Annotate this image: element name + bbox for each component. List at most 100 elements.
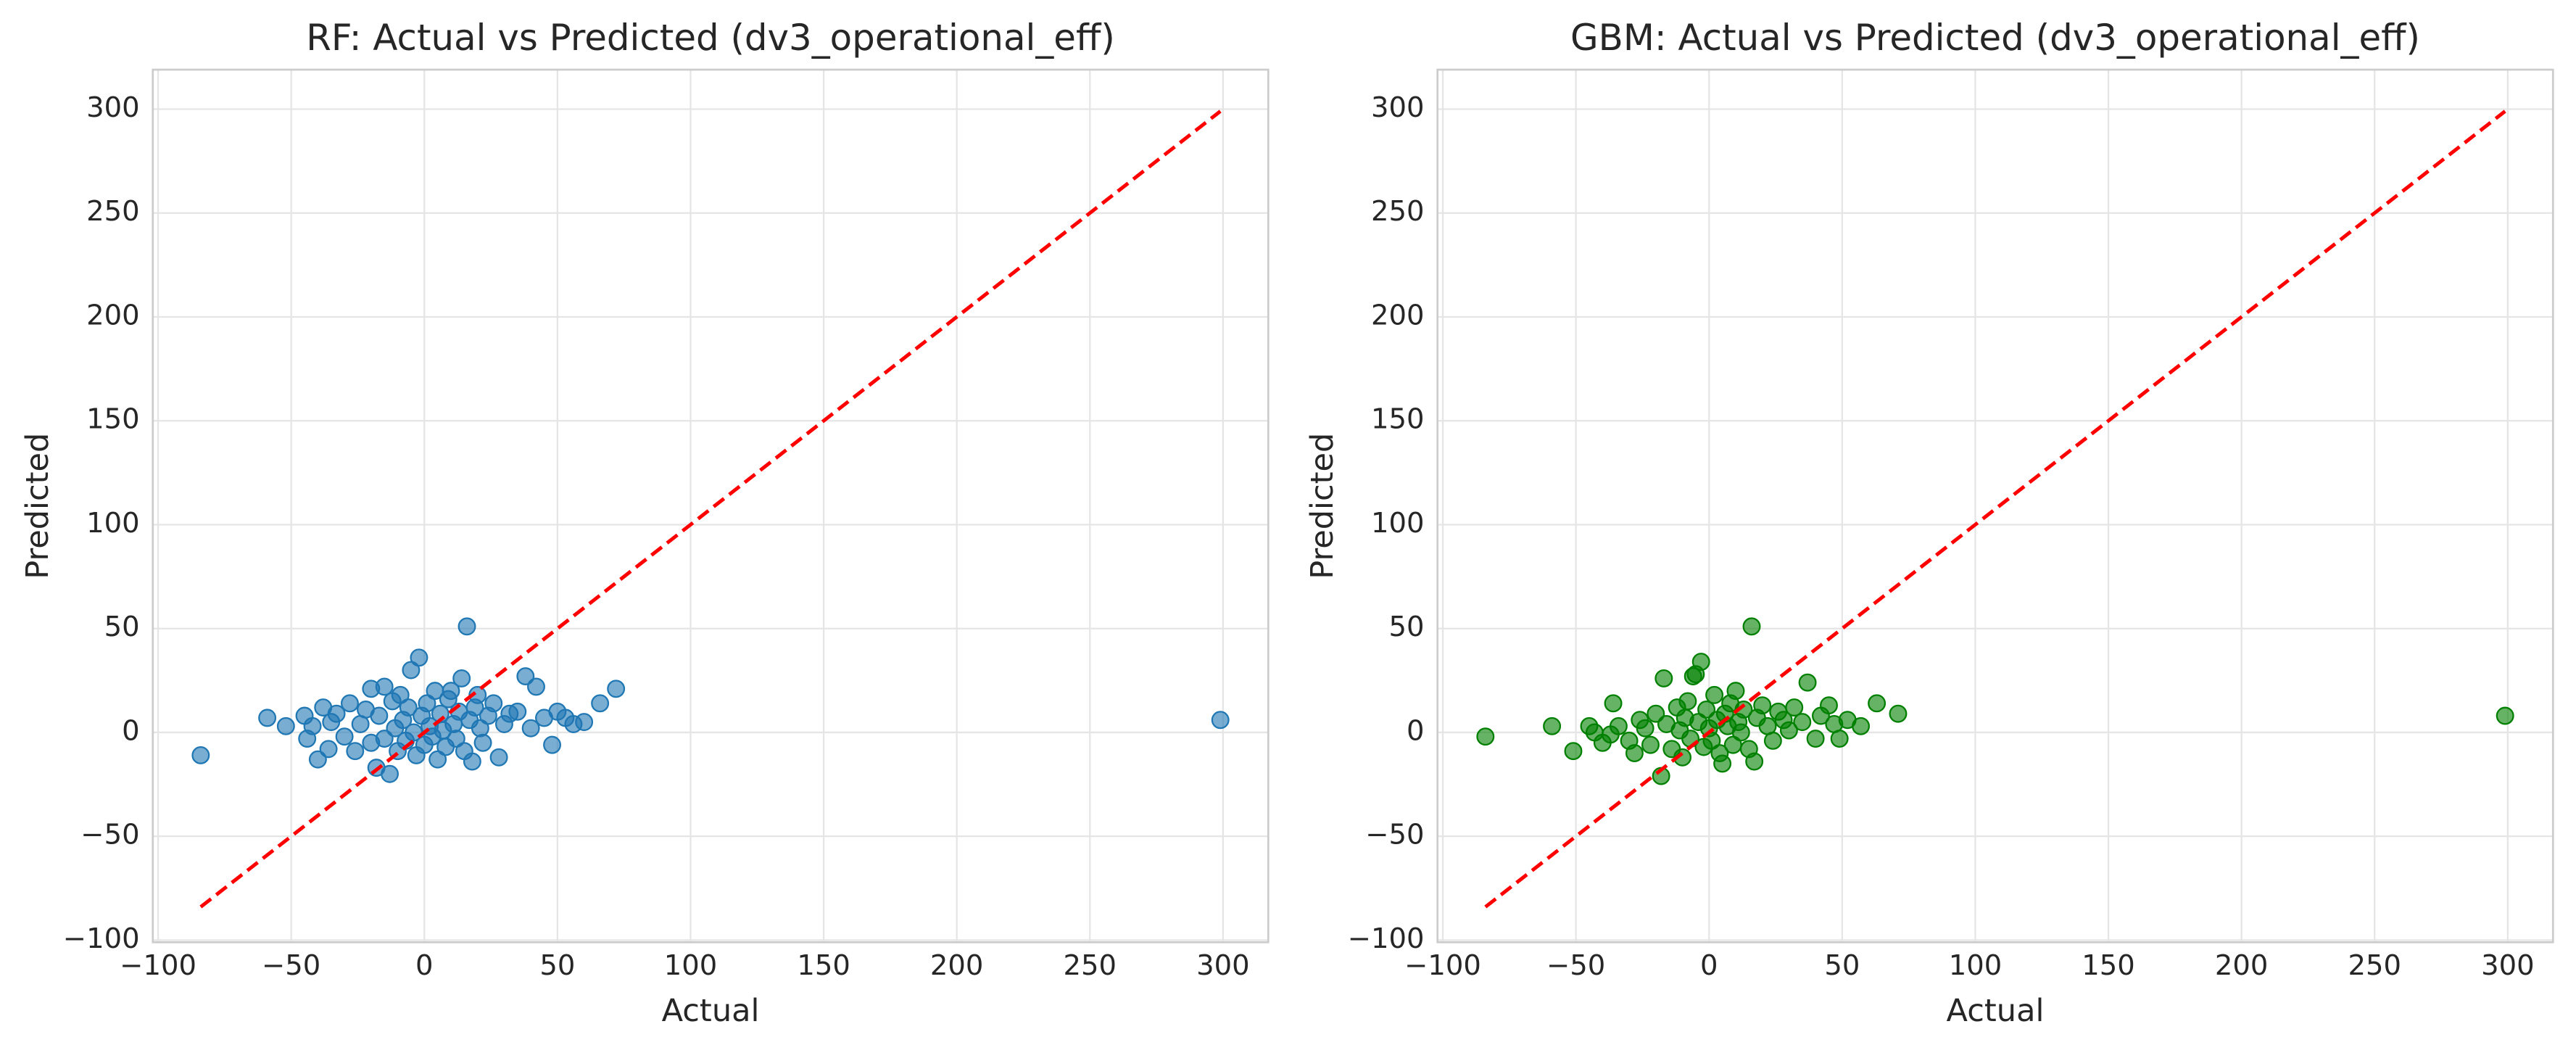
x-tick-label: 100 — [664, 949, 718, 982]
point — [418, 694, 436, 713]
y-tick-label: 250 — [1371, 195, 1425, 228]
x-tick-label: 50 — [1824, 949, 1860, 982]
point — [1641, 735, 1660, 754]
point — [1705, 685, 1724, 704]
chart-title: RF: Actual vs Predicted (dv3_operational… — [306, 17, 1115, 59]
point — [1820, 696, 1838, 715]
y-tick-label: −50 — [80, 819, 139, 851]
y-tick-label: −50 — [1365, 819, 1424, 851]
y-tick-label: 200 — [1371, 299, 1425, 331]
x-tick-label: 200 — [930, 949, 984, 982]
point — [402, 661, 421, 680]
axes-frame — [152, 68, 1270, 943]
point — [391, 685, 410, 704]
point — [473, 733, 492, 752]
point — [346, 742, 365, 761]
point — [410, 648, 428, 667]
point — [1731, 723, 1750, 742]
y-axis-label: Predicted — [1304, 433, 1341, 579]
y-tick-label: −100 — [1348, 922, 1425, 955]
point — [1543, 717, 1562, 735]
point — [1713, 754, 1732, 773]
point — [1647, 704, 1665, 723]
y-tick-label: 300 — [1371, 91, 1425, 124]
point — [1830, 730, 1849, 748]
point — [375, 677, 394, 696]
point — [1852, 717, 1871, 735]
point — [1798, 673, 1817, 692]
x-tick-label: −100 — [120, 949, 196, 982]
point — [375, 730, 394, 748]
point — [489, 748, 508, 767]
point — [370, 706, 389, 725]
point — [591, 694, 610, 713]
point — [457, 617, 476, 636]
y-tick-label: 100 — [1371, 507, 1425, 540]
plot-area — [152, 70, 1269, 943]
x-tick-label: −100 — [1404, 949, 1481, 982]
point — [1726, 682, 1745, 701]
y-tick-label: 150 — [1371, 403, 1425, 436]
point — [303, 717, 322, 735]
x-axis-label: Actual — [662, 993, 760, 1029]
point — [1604, 694, 1623, 713]
x-tick-label: 150 — [2082, 949, 2135, 982]
point — [1763, 731, 1782, 750]
point — [1609, 717, 1628, 735]
point — [335, 727, 354, 746]
y-tick-label: 150 — [86, 403, 140, 436]
x-tick-label: 300 — [1196, 949, 1250, 982]
x-tick-label: 0 — [415, 949, 434, 982]
y-tick-label: 200 — [86, 299, 140, 331]
point — [1654, 669, 1673, 687]
point — [258, 709, 277, 727]
point — [516, 667, 535, 686]
point — [2496, 706, 2514, 725]
y-tick-label: 0 — [1407, 714, 1425, 747]
point — [1742, 617, 1761, 636]
point — [1636, 719, 1654, 738]
point — [1476, 727, 1495, 746]
plot-area — [1437, 70, 2554, 943]
point — [447, 730, 465, 748]
point — [463, 752, 481, 771]
point — [308, 750, 327, 769]
point — [1691, 653, 1710, 671]
point — [484, 694, 503, 713]
point — [543, 735, 561, 754]
point — [381, 764, 399, 783]
x-tick-label: 250 — [2348, 949, 2401, 982]
point — [276, 717, 295, 735]
point — [508, 702, 527, 721]
point — [1625, 744, 1644, 763]
point — [191, 746, 210, 764]
point — [1745, 752, 1764, 771]
point — [399, 698, 418, 717]
point — [1806, 730, 1825, 748]
point — [607, 680, 626, 698]
point — [575, 713, 594, 732]
x-tick-label: 150 — [797, 949, 850, 982]
x-axis-label: Actual — [1947, 993, 2045, 1029]
point — [319, 740, 338, 759]
x-tick-label: 300 — [2481, 949, 2535, 982]
y-tick-label: −100 — [63, 922, 140, 955]
point — [428, 750, 447, 769]
point — [442, 682, 460, 701]
x-tick-label: 0 — [1700, 949, 1718, 982]
point — [1211, 711, 1230, 730]
y-tick-label: 50 — [1389, 611, 1425, 643]
point — [1889, 704, 1908, 723]
point — [327, 704, 346, 723]
y-tick-label: 300 — [86, 91, 140, 124]
point — [452, 669, 471, 687]
point — [1793, 713, 1812, 732]
x-tick-label: 50 — [539, 949, 575, 982]
point — [1697, 700, 1716, 719]
x-tick-label: 250 — [1064, 949, 1117, 982]
point — [1678, 692, 1697, 711]
axes-frame — [1436, 68, 2554, 943]
point — [340, 694, 359, 713]
